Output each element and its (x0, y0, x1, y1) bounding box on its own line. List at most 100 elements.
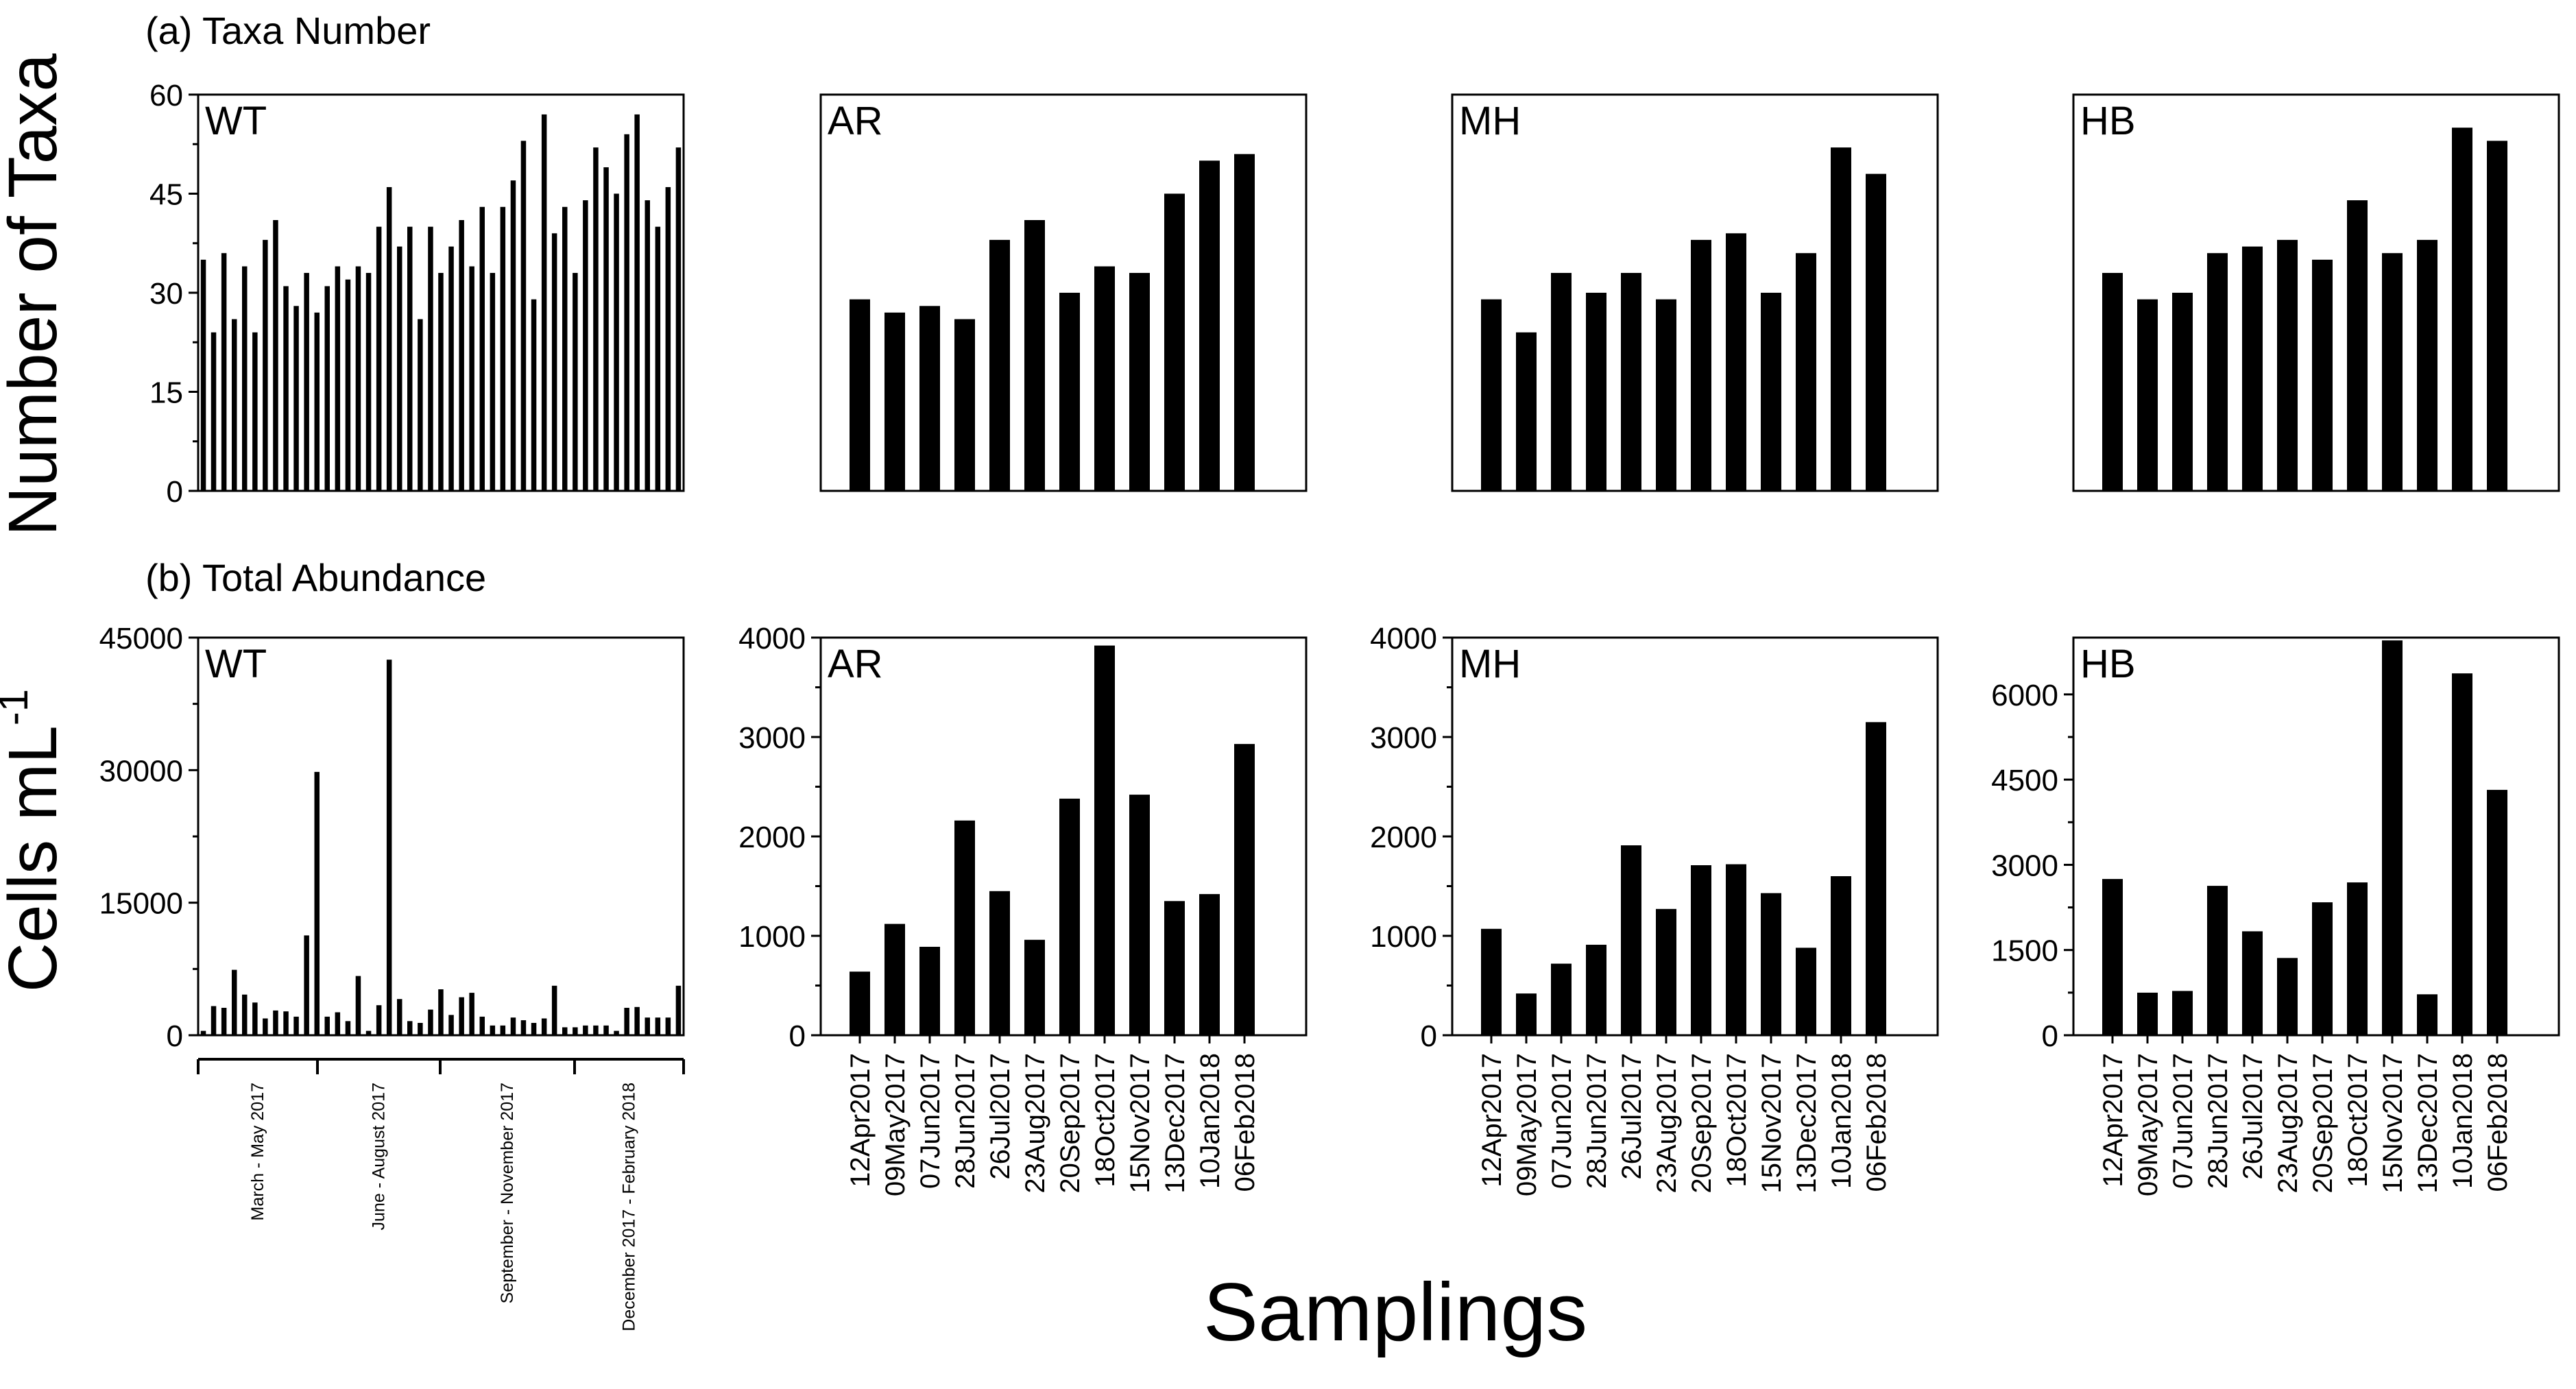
panel-a-wt-bar-44 (645, 200, 650, 491)
panel-a-mh-bar-4 (1586, 293, 1606, 491)
panel-a-mh-title: MH (1459, 99, 1521, 143)
panel-b-ar-ytick-label-4: 4000 (738, 622, 806, 655)
panel-a-mh-bar-6 (1656, 299, 1676, 491)
panel-b-wt-bar-10 (293, 1016, 299, 1035)
panel-a-wt-bar-41 (614, 193, 619, 491)
panel-b-mh-bar-2 (1516, 993, 1537, 1035)
panel-b-mh-bar-6 (1656, 908, 1676, 1035)
panel-b-ar-category-label-4: 28Jun2017 (950, 1053, 980, 1189)
panel-b-wt-bar-15 (345, 1021, 351, 1035)
panel-b-wt-bar-9 (283, 1011, 289, 1035)
panel-b-ar-category-label-3: 07Jun2017 (915, 1053, 946, 1189)
panel-a-ar-bar-7 (1059, 293, 1080, 491)
panel-a-wt-ytick-label-4: 60 (149, 79, 183, 112)
panel-a-wt-bar-33 (531, 299, 537, 491)
panel-a-wt-bar-46 (665, 186, 671, 491)
panel-b-wt-bar-21 (407, 1021, 413, 1035)
panel-a-wt-bar-5 (242, 266, 248, 491)
panel-b-wt-bar-46 (665, 1017, 671, 1035)
panel-b-hb-category-label-9: 15Nov2017 (2378, 1053, 2408, 1194)
panel-a-hb-title: HB (2080, 99, 2136, 143)
panel-b-wt-bar-40 (603, 1025, 609, 1035)
panel-b-wt-bar-26 (459, 997, 464, 1035)
panel-a-wt-bar-3 (221, 253, 227, 491)
panel-b-hb-ytick-label-4: 6000 (1991, 679, 2058, 712)
panel-a-wt-bar-4 (232, 319, 237, 491)
panel-b-ar-ytick-label-0: 0 (789, 1019, 806, 1053)
panel-b-mh-ytick-label-2: 2000 (1370, 821, 1437, 854)
panel-b-mh-bar-12 (1866, 722, 1886, 1036)
panel-b-wt-bar-7 (263, 1018, 268, 1035)
y-axis-label-cells-main: Cells mL (0, 725, 71, 992)
panel-a-hb-bar-12 (2487, 141, 2507, 491)
panel-b-mh-bar-7 (1691, 865, 1711, 1035)
panel-a-wt-bar-18 (376, 226, 382, 491)
panel-b-wt-bar-38 (583, 1025, 588, 1035)
panel-b-wt-bar-27 (469, 993, 474, 1035)
panel-a-wt-bar-10 (293, 306, 299, 491)
panel-a-ar: AR (819, 93, 1308, 492)
panel-b-hb-bar-7 (2312, 902, 2333, 1035)
panel-b-wt-period-label-1: March - May 2017 (248, 1083, 267, 1220)
panel-a-wt-bar-31 (510, 180, 516, 491)
panel-a-wt-bar-43 (634, 114, 640, 491)
panel-b-mh-category-label-6: 23Aug2017 (1652, 1053, 1682, 1194)
panel-b-ar-ytick-label-1: 1000 (738, 920, 806, 954)
panel-b-wt-frame (197, 636, 685, 1037)
panel-a-wt-bar-12 (314, 312, 320, 491)
panel-a-hb-bar-1 (2102, 273, 2123, 491)
panel-a-hb-bar-4 (2207, 253, 2228, 491)
panel-a-mh-bar-10 (1796, 253, 1816, 491)
panel-b-hb-bar-11 (2452, 673, 2472, 1035)
panel-a-wt-bar-39 (593, 147, 599, 491)
panel-b-hb-category-label-3: 07Jun2017 (2168, 1053, 2198, 1189)
panel-a-wt: WT 0 15 30 45 60 (149, 79, 685, 509)
panel-a-wt-bar-6 (252, 332, 258, 491)
panel-b-wt-bar-33 (531, 1023, 537, 1035)
panel-a-ar-bar-12 (1234, 154, 1255, 491)
panel-a-wt-ytick-label-1: 15 (149, 376, 183, 410)
panel-b-hb-ytick-label-2: 3000 (1991, 849, 2058, 882)
panel-a-hb-bar-8 (2347, 200, 2368, 491)
panel-b-ar-bar-1 (850, 971, 870, 1035)
panel-b-hb-category-label-11: 10Jan2018 (2448, 1053, 2478, 1189)
panel-a-wt-title: WT (205, 99, 267, 143)
panel-a-wt-bar-34 (541, 114, 547, 491)
panel-a-ar-bar-9 (1129, 273, 1150, 491)
panel-a-wt-bar-9 (283, 286, 289, 491)
panel-a-wt-ytick-label-0: 0 (167, 475, 183, 509)
panel-b-wt-bar-37 (573, 1027, 578, 1035)
panel-b-wt-period-label-2: June - August 2017 (370, 1083, 389, 1230)
panel-a-ar-bar-11 (1199, 160, 1220, 492)
panel-b-wt-period-label-4: December 2017 - February 2018 (620, 1083, 639, 1331)
panel-b-wt-bar-2 (210, 1006, 217, 1035)
y-axis-label-cells-sup: -1 (0, 689, 36, 725)
panel-b-wt-bar-25 (448, 1015, 454, 1035)
panel-b-mh-ytick-label-1: 1000 (1370, 920, 1437, 954)
panel-b-mh-category-label-11: 10Jan2018 (1827, 1053, 1857, 1189)
panel-a-mh-bar-5 (1621, 273, 1641, 491)
panel-a-ar-bar-2 (884, 312, 905, 491)
panel-b-ar-category-label-11: 10Jan2018 (1195, 1053, 1225, 1189)
panel-b-wt-bar-32 (520, 1020, 527, 1035)
panel-a-mh-bar-2 (1516, 332, 1537, 491)
panel-a-wt-bar-16 (355, 266, 361, 491)
panel-a-wt-bar-45 (655, 226, 661, 491)
y-axis-label-cells: Cells mL-1 (0, 689, 71, 992)
panel-b-wt-bar-47 (675, 985, 682, 1035)
panel-a-mh: MH (1451, 93, 1939, 492)
panel-b-mh-category-label-1: 12Apr2017 (1477, 1053, 1507, 1187)
row-b-title: (b) Total Abundance (145, 556, 486, 599)
panel-b-hb-bar-5 (2242, 931, 2263, 1035)
panel-b-hb-bar-8 (2347, 882, 2368, 1035)
panel-b-mh-bar-8 (1726, 864, 1746, 1035)
panel-b-wt-bar-13 (324, 1016, 330, 1035)
panel-a-wt-bar-42 (624, 134, 629, 492)
panel-a-wt-bar-30 (500, 206, 506, 491)
panel-a-hb-bar-2 (2137, 299, 2158, 491)
panel-b-wt-bar-5 (242, 994, 248, 1035)
panel-b-ar-category-label-9: 15Nov2017 (1125, 1053, 1155, 1194)
panel-b-ar-bar-5 (989, 891, 1010, 1036)
panel-a-wt-bar-27 (469, 266, 474, 491)
